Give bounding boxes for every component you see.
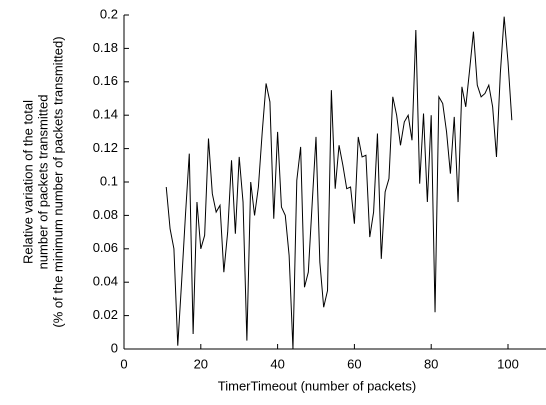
y-tick-label: 0.12: [93, 140, 118, 155]
x-tick-label: 100: [497, 356, 519, 371]
x-tick-label: 60: [347, 356, 361, 371]
y-tick-label: 0.16: [93, 73, 118, 88]
y-tick-label: 0.04: [93, 274, 118, 289]
y-tick-label: 0.06: [93, 240, 118, 255]
x-tick-label: 20: [194, 356, 208, 371]
y-tick-label: 0: [111, 340, 118, 355]
line-series: [165, 16, 513, 350]
y-tick-label: 0.02: [93, 307, 118, 322]
y-axis-label: (% of the minimum number of packets tran…: [50, 36, 65, 327]
x-tick-label: 40: [270, 356, 284, 371]
y-tick-label: 0.1: [100, 173, 118, 188]
y-axis-label: Relative variation of the total: [20, 100, 35, 264]
y-tick-label: 0.08: [93, 207, 118, 222]
x-axis-label: TimerTimeout (number of packets): [218, 378, 416, 393]
x-tick-label: 0: [120, 356, 127, 371]
y-tick-label: 0.18: [93, 40, 118, 55]
y-axis-label: number of packets transmitted: [35, 95, 50, 270]
y-tick-label: 0.14: [93, 107, 118, 122]
y-tick-label: 0.2: [100, 6, 118, 21]
x-tick-label: 80: [424, 356, 438, 371]
